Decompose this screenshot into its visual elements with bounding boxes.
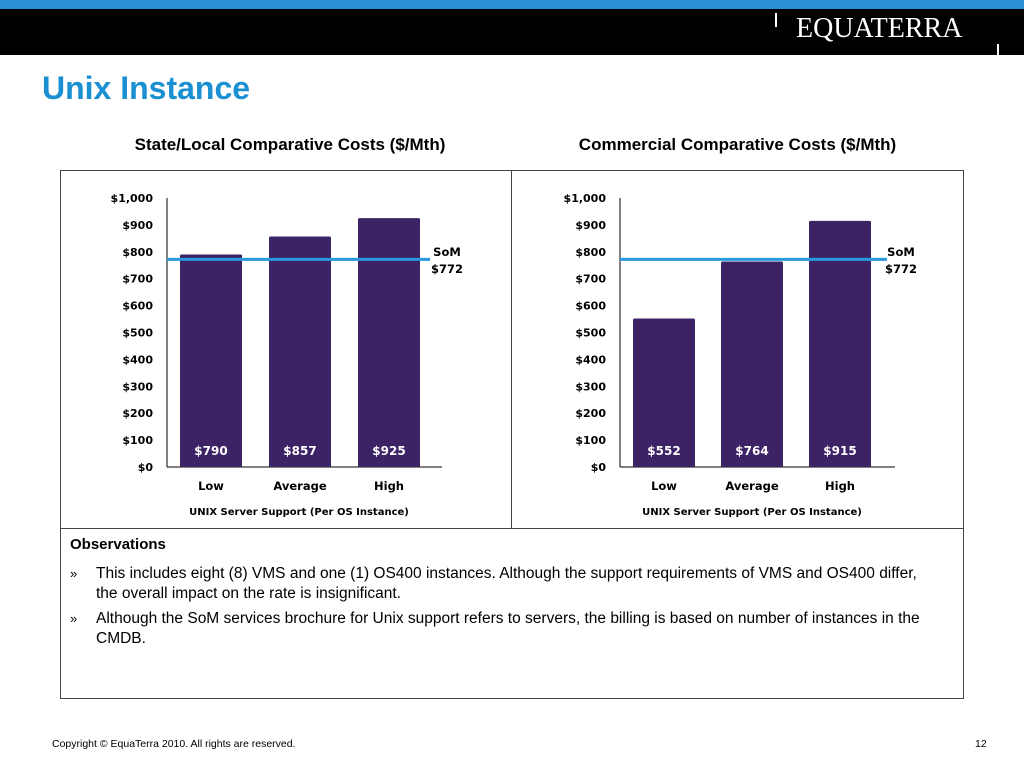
- y-tick-label: $300: [575, 380, 606, 393]
- y-tick-label: $500: [575, 327, 606, 340]
- som-label: SoM: [887, 245, 915, 259]
- y-tick-label: $700: [122, 273, 153, 286]
- bar-low: [633, 318, 695, 467]
- bar-low: [180, 254, 242, 467]
- data-label: $790: [194, 444, 227, 458]
- y-tick-label: $900: [575, 219, 606, 232]
- logo-divider: [997, 44, 999, 58]
- som-value-label: $772: [431, 262, 463, 276]
- x-tick-label: Average: [273, 479, 326, 493]
- y-tick-label: $100: [122, 434, 153, 447]
- x-tick-label: Average: [725, 479, 778, 493]
- bar-average: [269, 236, 331, 467]
- observation-item: » Although the SoM services brochure for…: [70, 609, 940, 649]
- equaterra-logo: EQUATERRA: [796, 13, 963, 44]
- y-tick-label: $0: [138, 461, 154, 474]
- y-tick-label: $200: [575, 407, 606, 420]
- x-tick-label: High: [374, 479, 404, 493]
- x-tick-label: High: [825, 479, 855, 493]
- y-tick-label: $800: [575, 246, 606, 259]
- bar-high: [358, 218, 420, 467]
- y-tick-label: $600: [575, 300, 606, 313]
- y-tick-label: $1,000: [111, 192, 154, 205]
- y-tick-label: $1,000: [564, 192, 607, 205]
- chart-title-state-local: State/Local Comparative Costs ($/Mth): [134, 135, 446, 154]
- observations-title: Observations: [70, 536, 166, 553]
- observation-text: Although the SoM services brochure for U…: [96, 610, 920, 647]
- data-label: $552: [647, 444, 680, 458]
- bar-average: [721, 261, 783, 467]
- header-accent-bar: [0, 0, 1024, 9]
- y-tick-label: $600: [122, 300, 153, 313]
- y-tick-label: $500: [122, 327, 153, 340]
- x-axis-title: UNIX Server Support (Per OS Instance): [642, 507, 862, 518]
- header-bar: [0, 9, 1024, 55]
- x-axis-title: UNIX Server Support (Per OS Instance): [189, 507, 409, 518]
- chart-divider: [511, 170, 512, 528]
- som-value-label: $772: [885, 262, 917, 276]
- observation-item: » This includes eight (8) VMS and one (1…: [70, 564, 940, 604]
- y-tick-label: $900: [122, 219, 153, 232]
- data-label: $764: [735, 444, 768, 458]
- x-tick-label: Low: [651, 479, 677, 493]
- observation-text: This includes eight (8) VMS and one (1) …: [96, 565, 917, 602]
- y-tick-label: $800: [122, 246, 153, 259]
- bullet-icon: »: [70, 566, 78, 581]
- data-label: $915: [823, 444, 856, 458]
- content-frame: [60, 170, 964, 699]
- data-label: $925: [372, 444, 405, 458]
- footer-copyright: Copyright © EquaTerra 2010. All rights a…: [52, 738, 296, 750]
- y-tick-label: $200: [122, 407, 153, 420]
- som-label: SoM: [433, 245, 461, 259]
- logo-divider: [775, 13, 777, 27]
- y-tick-label: $400: [122, 353, 153, 366]
- observations-divider: [60, 528, 964, 529]
- x-tick-label: Low: [198, 479, 224, 493]
- observations-list: » This includes eight (8) VMS and one (1…: [70, 564, 940, 654]
- bullet-icon: »: [70, 611, 78, 626]
- y-tick-label: $300: [122, 380, 153, 393]
- y-tick-label: $700: [575, 273, 606, 286]
- chart-title-commercial: Commercial Comparative Costs ($/Mth): [578, 135, 897, 154]
- bar-high: [809, 220, 871, 467]
- y-tick-label: $0: [591, 461, 607, 474]
- page-title: Unix Instance: [42, 70, 251, 106]
- y-tick-label: $400: [575, 353, 606, 366]
- footer-page-number: 12: [975, 738, 987, 750]
- y-tick-label: $100: [575, 434, 606, 447]
- data-label: $857: [283, 444, 316, 458]
